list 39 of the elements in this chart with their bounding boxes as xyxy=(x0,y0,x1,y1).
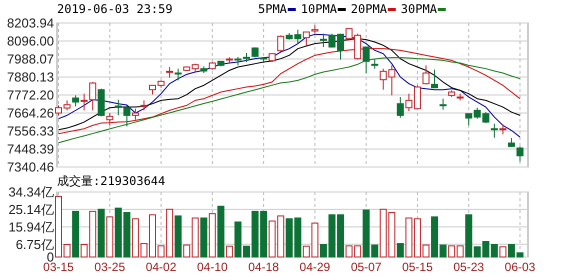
x-tick-label: 03-15 xyxy=(43,260,74,274)
y-tick-label: 6.75亿 xyxy=(16,236,54,252)
candlestick xyxy=(106,112,114,126)
legend-label: 10PMA xyxy=(300,2,338,16)
x-tick-label: 05-23 xyxy=(453,260,484,274)
legend-label: 20PMA xyxy=(350,2,388,16)
x-tick-label: 04-10 xyxy=(196,260,228,274)
y-tick-label: 7664.26 xyxy=(7,106,54,121)
x-tick-label: 04-02 xyxy=(146,260,177,274)
candlestick xyxy=(490,123,498,138)
legend-label: 30PMA xyxy=(400,2,438,16)
chart-title: 2019-06-03 23:59 xyxy=(57,2,173,16)
bar xyxy=(200,218,208,258)
x-tick-label: 04-29 xyxy=(300,260,331,274)
x-tick-label: 06-03 xyxy=(504,260,536,274)
x-tick-label: 03-25 xyxy=(94,260,126,274)
x-tick-label: 04-18 xyxy=(248,260,280,274)
y-tick-label: 34.34亿 xyxy=(8,184,54,200)
bar xyxy=(72,210,80,258)
y-tick-label: 7772.20 xyxy=(7,88,54,103)
y-tick-label: 7340.46 xyxy=(7,160,54,175)
candlestick xyxy=(80,93,88,111)
bar xyxy=(396,243,404,258)
y-tick-label: 7988.07 xyxy=(7,52,54,67)
y-tick-label: 15.94亿 xyxy=(8,219,54,234)
bar xyxy=(98,208,105,258)
y-tick-label: 8096.00 xyxy=(7,34,54,49)
chart-title: 成交量:219303644 xyxy=(57,174,166,188)
y-tick-label: 8203.94 xyxy=(7,16,54,31)
x-tick-label: 05-15 xyxy=(402,260,434,274)
y-tick-label: 7556.33 xyxy=(7,124,54,139)
bar xyxy=(174,215,182,258)
y-tick-label: 25.14亿 xyxy=(8,202,54,217)
y-tick-label: 7448.39 xyxy=(7,142,54,157)
legend-label: 5PMA xyxy=(258,2,288,16)
bar xyxy=(217,206,224,258)
y-tick-label: 7880.13 xyxy=(7,70,54,85)
bar xyxy=(465,214,472,258)
x-tick-label: 05-07 xyxy=(350,260,382,274)
